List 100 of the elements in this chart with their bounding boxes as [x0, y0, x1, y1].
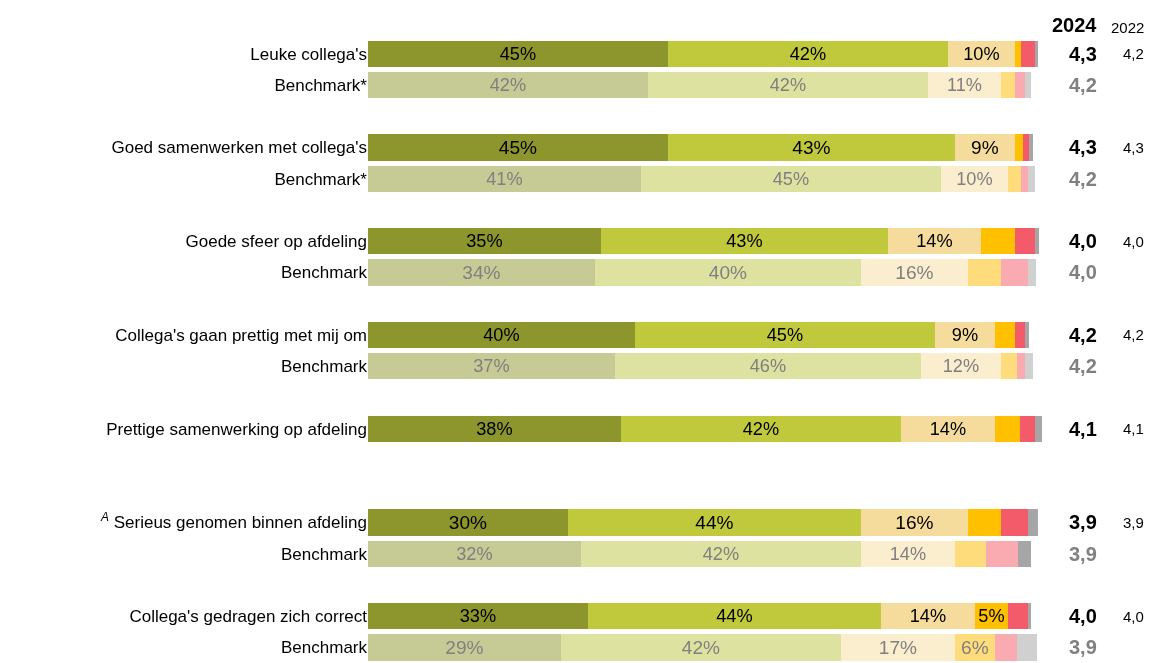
bar: [668, 134, 955, 161]
bar: [368, 603, 588, 629]
text: 3,9: [1069, 511, 1097, 533]
data-label: 10%: [963, 44, 1000, 65]
data-label: 43%: [792, 137, 831, 159]
y-tick-label: Collega's gedragen zich correct: [129, 607, 368, 627]
data-label: 10%: [956, 169, 993, 190]
bar: [861, 259, 968, 286]
bar: [981, 228, 1015, 254]
bar: [621, 416, 901, 442]
bar: [368, 134, 668, 161]
bar: [861, 509, 968, 536]
data-label: 38%: [476, 419, 513, 440]
bar: [368, 322, 635, 348]
bar: [581, 541, 861, 567]
bar: [1020, 416, 1035, 442]
bar: [901, 416, 995, 442]
data-label: 5%: [978, 606, 1005, 627]
data-label: 42%: [489, 75, 527, 96]
bar: [368, 353, 615, 379]
bar: [955, 541, 986, 567]
bar: [368, 41, 668, 67]
data-label: 45%: [499, 44, 537, 65]
data-label: 42%: [702, 544, 740, 565]
bar: [588, 603, 881, 629]
text: 4,0: [1123, 608, 1144, 625]
bar: [368, 634, 561, 661]
bar: [1015, 228, 1035, 254]
bar: [368, 166, 641, 192]
text: 4,0: [1069, 605, 1097, 627]
y-tick-label: Benchmark: [281, 544, 368, 564]
bar: [1035, 228, 1039, 254]
bar: [1025, 322, 1029, 348]
text: 4,2: [1069, 355, 1097, 377]
data-label: 32%: [456, 544, 493, 565]
text: 4,2: [1123, 326, 1144, 343]
bar: [841, 634, 955, 661]
data-label: 35%: [466, 231, 503, 252]
bar: [561, 634, 841, 661]
text: 4,0: [1069, 261, 1097, 283]
data-label: 9%: [951, 325, 979, 346]
bar: [595, 259, 861, 286]
data-label: 40%: [483, 325, 520, 346]
y-tick-label: Benchmark: [281, 638, 368, 658]
text: 4,2: [1069, 324, 1097, 346]
bar: [1018, 541, 1031, 567]
bar: [1025, 72, 1031, 98]
data-label: 14%: [916, 231, 953, 252]
bar: [1008, 603, 1028, 629]
bar: [368, 509, 568, 536]
data-label: 11%: [946, 75, 982, 96]
bar: [1028, 259, 1036, 286]
text: 4,2: [1069, 168, 1097, 190]
bar: [1028, 509, 1038, 536]
text: 3,9: [1069, 636, 1097, 658]
bar: [1035, 41, 1038, 67]
bar: [568, 509, 861, 536]
bar: [968, 509, 1001, 536]
bar: [1001, 72, 1015, 98]
data-label: 16%: [895, 512, 934, 534]
data-label: 42%: [681, 637, 721, 659]
data-label: 40%: [708, 262, 748, 284]
data-label: 45%: [772, 169, 810, 190]
data-label: 44%: [716, 606, 753, 627]
bar: [1015, 322, 1025, 348]
bar: [1028, 166, 1035, 192]
bar: [881, 603, 975, 629]
bar: [368, 228, 601, 254]
y-tick-label: $^{A}$ Serieus genomen binnen afdeling: [100, 510, 367, 533]
y-tick-label: Benchmark*: [274, 169, 368, 189]
data-label: 17%: [878, 637, 918, 659]
text: 4,1: [1123, 420, 1144, 437]
y-tick-label: Benchmark: [281, 357, 368, 377]
bar: [368, 72, 648, 98]
data-label: 6%: [961, 637, 989, 659]
bar: [1028, 603, 1031, 629]
text: 4,3: [1069, 136, 1097, 158]
data-label: 42%: [789, 44, 827, 65]
data-label: 29%: [445, 637, 484, 659]
data-label: 46%: [749, 356, 787, 377]
bar: [1023, 134, 1029, 161]
data-label: 14%: [909, 606, 947, 627]
text: 4,2: [1069, 74, 1097, 96]
bar: [368, 259, 595, 286]
bar: [888, 228, 981, 254]
data-label: 37%: [473, 356, 510, 377]
data-label: 45%: [498, 137, 538, 159]
y-tick-label: Goede sfeer op afdeling: [185, 232, 367, 252]
data-label: 16%: [895, 262, 934, 284]
bar: [615, 353, 921, 379]
bar: [1025, 353, 1033, 379]
bar: [1017, 634, 1037, 661]
bar: [1008, 166, 1021, 192]
text: 3,9: [1123, 514, 1144, 531]
bar: [1021, 41, 1035, 67]
bar: [1001, 509, 1028, 536]
bar: [968, 259, 1001, 286]
text: 4,0: [1069, 230, 1097, 252]
bar: [995, 322, 1015, 348]
bar: [635, 322, 935, 348]
